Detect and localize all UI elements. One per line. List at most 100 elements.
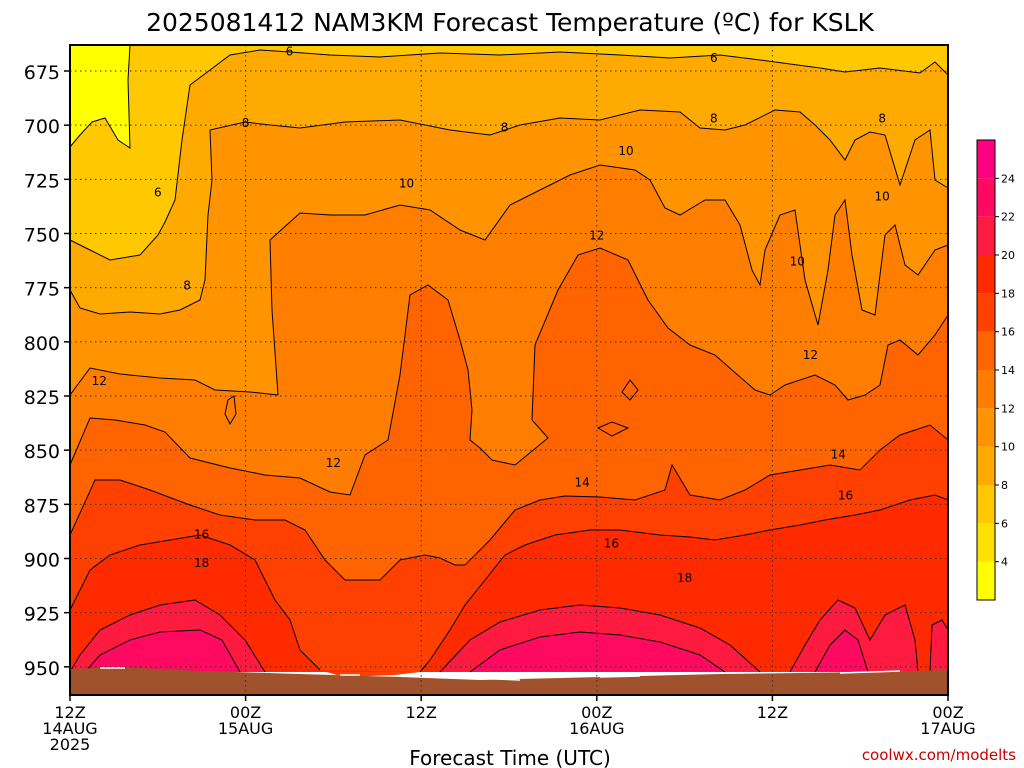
colorbar-label-24: 24 <box>1001 172 1015 185</box>
colorbar-label-14: 14 <box>1001 364 1015 377</box>
x-tick-label-4-1: 12Z <box>757 703 788 722</box>
colorbar-bin-0 <box>977 561 995 600</box>
colorbar-bin-6 <box>977 331 995 370</box>
colorbar-label-10: 10 <box>1001 441 1015 454</box>
y-tick-label-950: 950 <box>24 658 60 680</box>
contour-label-21: 18 <box>194 556 209 570</box>
contour-label-10: 10 <box>790 255 805 269</box>
contour-label-8: 10 <box>399 177 414 191</box>
band-8-10 <box>70 50 948 314</box>
band-16-18 <box>70 425 948 676</box>
y-tick-label-900: 900 <box>24 550 60 572</box>
band-12-14 <box>70 165 948 495</box>
x-tick-label-0-2: 14AUG <box>42 719 97 738</box>
x-tick-label-0-3: 2025 <box>50 735 91 754</box>
contour-label-20: 16 <box>838 489 853 503</box>
x-axis-label: Forecast Time (UTC) <box>409 746 611 768</box>
contour-line-6 <box>69 49 949 261</box>
plot-area: 6 6 6 8 8 8 8 8 10 10 10 10 12 12 12 12 14 14 16 16 16 18 18 <box>69 44 949 696</box>
y-tick-label-925: 925 <box>24 604 60 626</box>
contour-label-14: 12 <box>589 229 604 243</box>
contour-line-12a <box>69 367 279 396</box>
y-tick-label-800: 800 <box>24 333 60 355</box>
grid-lines <box>70 45 948 695</box>
y-tick-label-825: 825 <box>24 387 60 409</box>
contour-line-16 <box>69 494 949 673</box>
contour-line-14 <box>69 424 949 581</box>
colorbar-label-8: 8 <box>1001 479 1008 492</box>
contour-label-15: 12 <box>803 348 818 362</box>
contour-label-18: 16 <box>194 528 209 542</box>
colorbar-bin-8 <box>977 255 995 294</box>
contour-closed-b <box>596 421 630 437</box>
colorbar-label-6: 6 <box>1001 517 1008 530</box>
colorbar-bin-5 <box>977 370 995 409</box>
contour-line-18-left <box>69 599 266 673</box>
contour-label-9: 10 <box>618 144 633 158</box>
x-tick-label-3-2: 16AUG <box>569 719 624 738</box>
colorbar-label-18: 18 <box>1001 287 1015 300</box>
contour-line-12b <box>69 247 949 496</box>
x-tick-label-2-1: 12Z <box>406 703 437 722</box>
contour-label-5: 8 <box>710 112 718 126</box>
contour-label-0: 6 <box>286 45 294 59</box>
contour-line-18-mid <box>439 604 761 673</box>
colorbar-bin-9 <box>977 216 995 255</box>
y-tick-label-775: 775 <box>24 279 60 301</box>
colorbar-bin-4 <box>977 408 995 447</box>
y-axis: 675 700 725 750 775 800 825 850 875 900 925 950 <box>24 62 70 680</box>
contour-label-17: 14 <box>831 448 846 462</box>
x-tick-label-1-1: 00Z <box>230 703 261 722</box>
contour-label-16: 14 <box>575 476 590 490</box>
contour-lines <box>69 44 949 673</box>
colorbar-bin-7 <box>977 293 995 332</box>
band-22-24-mid <box>470 632 725 672</box>
contour-labels: 6 6 6 8 8 8 8 8 10 10 10 10 12 12 12 12 14 14 16 16 16 18 18 <box>92 45 890 586</box>
contour-label-4: 8 <box>501 120 509 134</box>
y-tick-label-750: 750 <box>24 225 60 247</box>
contour-label-22: 18 <box>677 571 692 585</box>
x-tick-label-3-1: 00Z <box>581 703 612 722</box>
colorbar-bin-11 <box>977 140 995 179</box>
contour-line-8 <box>69 109 949 315</box>
x-tick-label-0-1: 12Z <box>54 703 85 722</box>
colorbar-bin-1 <box>977 523 995 562</box>
x-tick-label-5-1: 00Z <box>932 703 963 722</box>
band-22-24-right <box>815 630 868 672</box>
y-tick-label-675: 675 <box>24 62 60 84</box>
band-22-24-left <box>85 630 240 672</box>
contour-label-19: 16 <box>604 536 619 550</box>
colorbar-label-4: 4 <box>1001 556 1008 569</box>
contour-line-18-right <box>789 599 949 673</box>
contour-line-20-right <box>814 629 869 673</box>
x-tick-label-5-2: 17AUG <box>920 719 975 738</box>
colorbar-label-22: 22 <box>1001 211 1015 224</box>
y-tick-label-700: 700 <box>24 116 60 138</box>
credit-text: coolwx.com/modelts <box>862 746 1016 764</box>
contour-line-4 <box>69 44 131 149</box>
band-20-22-edge <box>930 620 948 672</box>
colorbar: 4 6 8 10 12 14 16 18 20 22 24 <box>976 139 1015 601</box>
colorbar-bin-2 <box>977 485 995 524</box>
band-6-8 <box>70 45 948 260</box>
band-18-20 <box>70 495 948 672</box>
colorbar-bin-3 <box>977 446 995 485</box>
contour-closed-a <box>621 379 639 401</box>
contour-label-11: 10 <box>875 190 890 204</box>
y-tick-label-725: 725 <box>24 170 60 192</box>
contour-label-1: 6 <box>710 51 718 65</box>
colorbar-label-12: 12 <box>1001 402 1015 415</box>
y-tick-label-850: 850 <box>24 441 60 463</box>
colorbar-label-16: 16 <box>1001 326 1015 339</box>
contour-line-20-mid <box>469 631 726 673</box>
colorbar-label-20: 20 <box>1001 249 1015 262</box>
contour-closed-c <box>224 395 237 426</box>
chart-title: 2025081412 NAM3KM Forecast Temperature (… <box>146 8 874 37</box>
contour-label-7: 8 <box>183 279 191 293</box>
terrain-ground-edge <box>100 667 901 681</box>
contour-label-13: 12 <box>326 456 341 470</box>
colorbar-bin-10 <box>977 178 995 217</box>
contour-label-12: 12 <box>92 374 107 388</box>
